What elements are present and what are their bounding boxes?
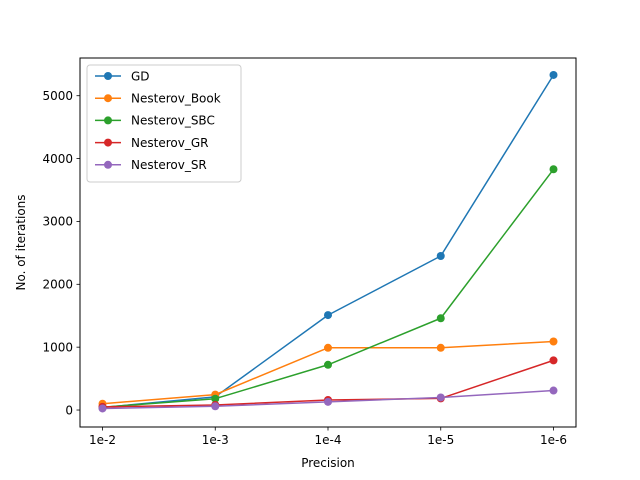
data-point	[324, 343, 332, 352]
data-point	[549, 70, 558, 79]
series-layer	[98, 70, 558, 413]
data-point	[549, 337, 558, 346]
x-tick-label: 1e-5	[427, 433, 454, 447]
legend-label: Nesterov_Book	[131, 92, 221, 106]
data-point	[98, 404, 107, 413]
data-point	[436, 393, 445, 402]
legend-marker	[104, 138, 112, 147]
legend: GD Nesterov_Book Nesterov_SBC Nesterov_GR Ne…	[86, 64, 242, 183]
legend-marker	[104, 160, 112, 169]
legend-label: Nesterov_SR	[131, 158, 207, 172]
y-tick-label: 0	[65, 403, 73, 417]
data-point	[211, 394, 220, 403]
y-tick-label: 4000	[42, 152, 73, 166]
data-point	[436, 343, 445, 352]
legend-marker	[104, 72, 112, 80]
x-tick-label: 1e-4	[315, 433, 342, 447]
legend-marker	[104, 116, 112, 125]
x-axis: 1e-2 1e-3 1e-4 1e-5 1e-6	[89, 427, 567, 447]
y-tick-label: 3000	[42, 215, 73, 229]
data-point	[549, 386, 558, 395]
legend-box	[86, 64, 242, 183]
y-tick-label: 5000	[42, 89, 73, 103]
x-tick-label: 1e-3	[202, 433, 229, 447]
data-point	[436, 314, 445, 323]
x-tick-label: 1e-6	[540, 433, 567, 447]
data-point	[549, 356, 558, 365]
legend-marker	[104, 94, 112, 103]
y-tick-label: 2000	[42, 278, 73, 292]
legend-label: Nesterov_SBC	[131, 114, 215, 128]
data-point	[324, 311, 332, 320]
legend-label: GD	[131, 69, 150, 83]
x-axis-label: Precision	[301, 456, 355, 470]
y-axis: 0 1000 2000 3000 4000 5000	[42, 89, 80, 417]
x-tick-label: 1e-2	[89, 433, 116, 447]
data-point	[324, 397, 332, 406]
data-point	[324, 360, 332, 369]
y-tick-label: 1000	[42, 340, 73, 354]
data-point	[549, 165, 558, 174]
y-axis-label: No. of iterations	[14, 194, 28, 290]
data-point	[436, 252, 445, 261]
legend-label: Nesterov_GR	[131, 136, 208, 150]
data-point	[211, 402, 220, 411]
